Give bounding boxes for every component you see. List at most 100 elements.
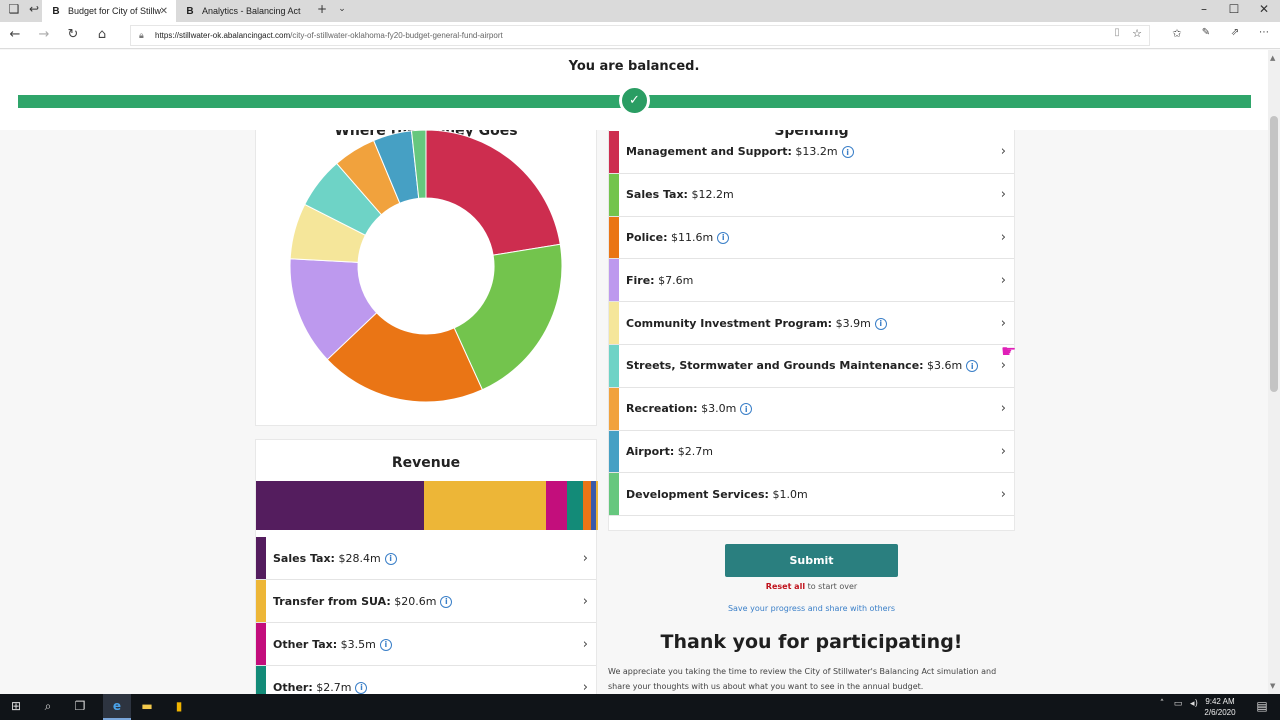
minimize-icon[interactable]: –: [1201, 2, 1207, 16]
category-row[interactable]: Community Investment Program: $3.9m i ›: [609, 302, 1014, 345]
close-tab-icon[interactable]: ✕: [159, 5, 168, 17]
reset-all-link[interactable]: Reset all: [765, 582, 806, 591]
info-icon[interactable]: i: [874, 317, 887, 330]
taskbar-clock[interactable]: 9:42 AM 2/6/2020: [1200, 696, 1240, 718]
tab-title: Analytics - Balancing Act: [202, 6, 301, 16]
chevron-right-icon[interactable]: ›: [582, 679, 588, 695]
show-hidden-icons-icon[interactable]: ˄: [1159, 699, 1165, 709]
url-field[interactable]: 🔒︎ https://stillwater-ok.abalancingact.c…: [130, 25, 1150, 46]
start-windows-icon[interactable]: ⊞: [10, 699, 22, 713]
donut-slice[interactable]: [425, 129, 561, 256]
category-row[interactable]: Police: $11.6m i ›: [609, 216, 1014, 260]
info-icon[interactable]: i: [740, 403, 753, 416]
edge-browser-icon[interactable]: e: [112, 699, 122, 713]
tab-budget[interactable]: B Budget for City of Stillw ✕: [42, 0, 176, 22]
new-tab-icon[interactable]: +: [316, 2, 328, 16]
maximize-icon[interactable]: ☐: [1228, 2, 1240, 16]
back-icon[interactable]: ←: [9, 27, 21, 42]
category-label: Police: $11.6m i: [626, 231, 730, 244]
chevron-right-icon[interactable]: ›: [1000, 144, 1006, 160]
chevron-right-icon[interactable]: ›: [582, 593, 588, 609]
close-window-icon[interactable]: ✕: [1258, 2, 1270, 16]
info-icon[interactable]: i: [717, 231, 730, 244]
category-color-swatch: [256, 623, 266, 665]
revenue-bar-segment[interactable]: [566, 481, 583, 530]
category-amount: $1.0m: [768, 487, 808, 501]
info-icon[interactable]: i: [384, 552, 397, 565]
chevron-right-icon[interactable]: ›: [1000, 315, 1006, 331]
pinned-app-icon[interactable]: ▮: [175, 699, 183, 713]
chevron-right-icon[interactable]: ›: [1000, 443, 1006, 459]
category-row[interactable]: Sales Tax: $28.4m i ›: [256, 537, 596, 580]
chevron-right-icon[interactable]: ›: [1000, 401, 1006, 417]
url-path: /city-of-stillwater-oklahoma-fy20-budget…: [290, 31, 503, 40]
refresh-icon[interactable]: ↻: [67, 27, 79, 42]
scrollbar-thumb[interactable]: [1270, 116, 1278, 392]
favorite-star-icon[interactable]: ☆: [1132, 27, 1142, 40]
notes-pen-icon[interactable]: ✎: [1201, 27, 1211, 38]
category-row[interactable]: Recreation: $3.0m i ›: [609, 387, 1014, 431]
info-icon[interactable]: i: [841, 146, 854, 159]
info-icon[interactable]: i: [440, 595, 453, 608]
task-view-icon[interactable]: ❐: [74, 699, 86, 713]
home-icon[interactable]: ⌂: [97, 27, 107, 42]
favorites-hub-icon[interactable]: ✩: [1172, 27, 1182, 40]
forward-icon[interactable]: →: [38, 27, 50, 42]
category-row[interactable]: Airport: $2.7m ›: [609, 430, 1014, 474]
revenue-bar-segment[interactable]: [545, 481, 567, 530]
back-tabs-icon[interactable]: ↩: [28, 2, 40, 16]
category-label: Fire: $7.6m: [626, 274, 693, 287]
category-row[interactable]: Development Services: $1.0m ›: [609, 473, 1014, 517]
revenue-bar-segment[interactable]: [582, 481, 592, 530]
category-row[interactable]: Streets, Stormwater and Grounds Maintena…: [609, 345, 1014, 388]
scroll-down-icon[interactable]: ▼: [1270, 682, 1276, 690]
category-color-swatch: [609, 216, 619, 259]
revenue-bar-segment[interactable]: [591, 481, 596, 530]
category-row[interactable]: Other: $2.7m i ›: [256, 666, 596, 694]
save-progress-link[interactable]: Save your progress and share with others: [727, 604, 896, 613]
scroll-up-icon[interactable]: ▲: [1270, 54, 1276, 62]
file-explorer-icon[interactable]: ▬: [141, 699, 153, 713]
chevron-right-icon[interactable]: ›: [1000, 358, 1006, 374]
share-icon[interactable]: ⇗: [1230, 27, 1240, 38]
category-row[interactable]: Other Tax: $3.5m i ›: [256, 623, 596, 666]
action-center-icon[interactable]: ▤: [1256, 699, 1268, 713]
chevron-right-icon[interactable]: ›: [1000, 229, 1006, 245]
revenue-bar-segment[interactable]: [256, 481, 425, 530]
category-label: Other Tax: $3.5m i: [273, 638, 392, 651]
tab-analytics[interactable]: B Analytics - Balancing Act: [176, 0, 310, 22]
volume-icon[interactable]: ◂): [1189, 699, 1199, 709]
revenue-bar-segment[interactable]: [424, 481, 546, 530]
category-name: Sales Tax:: [626, 188, 688, 202]
chevron-right-icon[interactable]: ›: [1000, 187, 1006, 203]
category-row[interactable]: Sales Tax: $12.2m ›: [609, 173, 1014, 217]
info-icon[interactable]: i: [966, 360, 979, 373]
donut-slice[interactable]: [326, 312, 484, 403]
chevron-right-icon[interactable]: ›: [582, 550, 588, 566]
submit-button[interactable]: Submit: [725, 544, 898, 577]
tab-actions-icon[interactable]: ❑: [8, 2, 20, 16]
chevron-right-icon[interactable]: ›: [1000, 272, 1006, 288]
category-amount: $3.6m: [923, 359, 963, 373]
more-menu-icon[interactable]: ⋯: [1259, 27, 1269, 38]
info-icon[interactable]: i: [379, 638, 392, 651]
reading-view-icon[interactable]: ▯: [1114, 27, 1120, 38]
chevron-right-icon[interactable]: ›: [582, 636, 588, 652]
chevron-right-icon[interactable]: ›: [1000, 486, 1006, 502]
info-icon[interactable]: i: [355, 681, 368, 694]
category-amount: $12.2m: [687, 188, 734, 202]
network-icon[interactable]: ▭: [1173, 699, 1183, 709]
revenue-bar-segment[interactable]: [595, 481, 598, 530]
page-scrollbar[interactable]: ▲ ▼: [1268, 50, 1280, 694]
search-icon[interactable]: ⌕: [44, 699, 52, 713]
taskbar-edge-active[interactable]: [103, 694, 131, 720]
category-row[interactable]: Management and Support: $13.2m i ›: [609, 131, 1014, 174]
category-row[interactable]: Fire: $7.6m ›: [609, 259, 1014, 303]
donut-slice[interactable]: [453, 243, 563, 391]
clock-date: 2/6/2020: [1204, 708, 1236, 717]
donut-slice[interactable]: [410, 129, 427, 199]
thanks-body: We appreciate you taking the time to rev…: [608, 667, 997, 691]
tab-list-icon[interactable]: ⌄: [338, 4, 346, 14]
browser-tab-bar: ❑ ↩ B Budget for City of Stillw ✕ B Anal…: [0, 0, 1280, 22]
category-row[interactable]: Transfer from SUA: $20.6m i ›: [256, 580, 596, 623]
